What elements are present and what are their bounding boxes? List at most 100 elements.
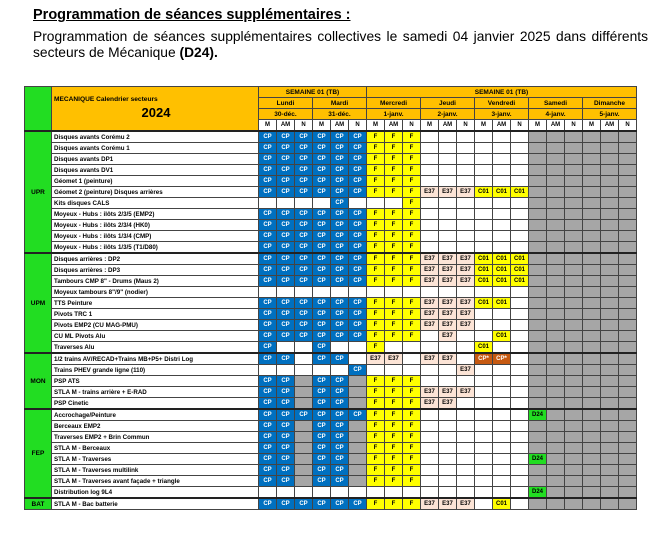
- schedule-cell: [474, 319, 493, 331]
- schedule-cell: [492, 153, 511, 165]
- section-description: Programmation de séances supplémentaires…: [33, 29, 648, 61]
- day-header: Jeudi: [420, 97, 475, 109]
- schedule-cell: C01: [492, 330, 511, 342]
- schedule-cell: [564, 286, 583, 298]
- schedule-cell: [618, 442, 637, 454]
- schedule-cell: [474, 431, 493, 443]
- schedule-cell: CP: [276, 164, 295, 176]
- line-name: Moyeux - Hubs : ilôts 1/3/4 (CMP): [51, 230, 259, 242]
- schedule-cell: [564, 219, 583, 231]
- schedule-cell: [564, 442, 583, 454]
- schedule-cell: [618, 252, 637, 265]
- schedule-cell: CP: [258, 130, 277, 143]
- schedule-cell: [618, 420, 637, 432]
- schedule-cell: CP: [330, 375, 349, 387]
- schedule-cell: F: [402, 264, 421, 276]
- schedule-cell: [582, 431, 601, 443]
- schedule-cell: [600, 219, 619, 231]
- schedule-cell: CP: [276, 241, 295, 254]
- line-name: Accrochage/Peinture: [51, 408, 259, 421]
- schedule-cell: [294, 475, 313, 487]
- shift-header: AM: [492, 119, 511, 132]
- schedule-cell: CP: [330, 252, 349, 265]
- schedule-cell: CP: [312, 252, 331, 265]
- schedule-cell: CP: [330, 208, 349, 220]
- schedule-cell: C01: [474, 341, 493, 354]
- schedule-cell: [564, 208, 583, 220]
- schedule-cell: [528, 153, 547, 165]
- schedule-cell: CP: [258, 164, 277, 176]
- schedule-cell: [600, 319, 619, 331]
- schedule-cell: [564, 397, 583, 410]
- schedule-cell: CP: [330, 475, 349, 487]
- schedule-cell: CP: [276, 275, 295, 287]
- schedule-cell: [528, 175, 547, 187]
- line-name: Traverses Alu: [51, 341, 259, 354]
- schedule-cell: [474, 386, 493, 398]
- schedule-cell: CP: [258, 319, 277, 331]
- schedule-cell: CP: [330, 230, 349, 242]
- schedule-cell: E37: [456, 497, 475, 510]
- schedule-cell: [510, 319, 529, 331]
- schedule-cell: CP: [312, 464, 331, 476]
- schedule-cell: [402, 341, 421, 354]
- schedule-cell: E37: [420, 497, 439, 510]
- schedule-cell: CP: [348, 175, 367, 187]
- schedule-cell: [582, 486, 601, 499]
- schedule-cell: [492, 241, 511, 254]
- schedule-cell: [420, 208, 439, 220]
- schedule-cell: [294, 375, 313, 387]
- schedule-cell: CP: [258, 252, 277, 265]
- line-name: Tambours CMP 8" - Drums (Maus 2): [51, 275, 259, 287]
- schedule-cell: [528, 420, 547, 432]
- schedule-cell: [420, 442, 439, 454]
- schedule-cell: F: [366, 408, 385, 421]
- schedule-cell: [618, 286, 637, 298]
- schedule-cell: CP: [276, 208, 295, 220]
- schedule-cell: CP: [312, 241, 331, 254]
- schedule-cell: [456, 408, 475, 421]
- schedule-cell: [564, 164, 583, 176]
- schedule-cell: C01: [474, 275, 493, 287]
- schedule-cell: CP: [294, 308, 313, 320]
- schedule-cell: CP: [258, 230, 277, 242]
- schedule-cell: [348, 475, 367, 487]
- schedule-cell: CP: [294, 164, 313, 176]
- schedule-cell: F: [366, 264, 385, 276]
- line-name: PSP ATS: [51, 375, 259, 387]
- schedule-cell: F: [366, 142, 385, 154]
- line-name: Moyeux - Hubs : ilôts 1/3/5 (T1/D80): [51, 241, 259, 254]
- schedule-cell: [600, 208, 619, 220]
- schedule-cell: [492, 464, 511, 476]
- schedule-cell: [474, 330, 493, 342]
- schedule-cell: [546, 264, 565, 276]
- schedule-cell: [528, 431, 547, 443]
- schedule-cell: [438, 130, 457, 143]
- schedule-cell: [618, 308, 637, 320]
- schedule-cell: [600, 341, 619, 354]
- schedule-cell: E37: [438, 386, 457, 398]
- schedule-cell: [420, 341, 439, 354]
- date-header: 31-déc.: [312, 108, 367, 120]
- schedule-cell: F: [384, 408, 403, 421]
- schedule-cell: [456, 142, 475, 154]
- schedule-cell: [546, 130, 565, 143]
- schedule-cell: CP: [348, 208, 367, 220]
- line-name: Disques arrières : DP2: [51, 252, 259, 265]
- schedule-cell: CP: [294, 130, 313, 143]
- line-name: Moyeux - Hubs : ilôts 2/3/4 (HK0): [51, 219, 259, 231]
- shift-header: N: [456, 119, 475, 132]
- schedule-cell: [384, 341, 403, 354]
- schedule-cell: [582, 341, 601, 354]
- schedule-cell: CP: [312, 341, 331, 354]
- schedule-cell: F: [384, 264, 403, 276]
- schedule-cell: CP: [312, 319, 331, 331]
- shift-header: M: [474, 119, 493, 132]
- schedule-cell: [528, 375, 547, 387]
- schedule-cell: [438, 219, 457, 231]
- schedule-cell: CP: [258, 442, 277, 454]
- schedule-cell: E37: [456, 264, 475, 276]
- schedule-cell: F: [366, 497, 385, 510]
- schedule-cell: CP: [294, 142, 313, 154]
- line-name: STLA M - Traverses: [51, 453, 259, 465]
